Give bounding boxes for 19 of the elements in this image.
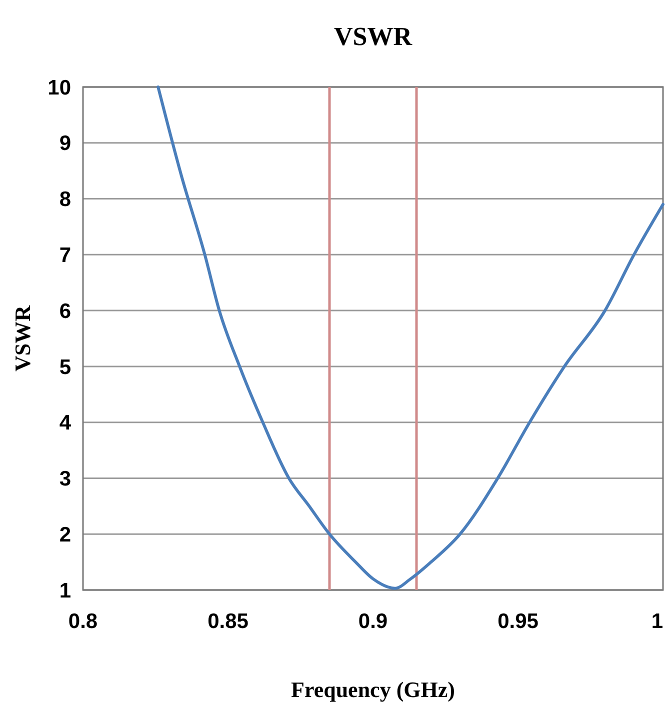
x-tick-label: 0.9: [358, 610, 388, 633]
y-tick-label: 4: [59, 412, 72, 435]
y-axis-title: VSWR: [10, 304, 35, 372]
y-tick-label: 8: [59, 188, 72, 212]
y-tick-label: 3: [59, 468, 71, 491]
y-tick-label: 10: [48, 76, 71, 100]
y-tick-label: 2: [59, 523, 71, 546]
y-tick-label: 5: [59, 356, 72, 379]
x-tick-label: 0.8: [68, 610, 98, 633]
x-tick-label: 1: [651, 610, 664, 633]
y-tick-label: 1: [59, 579, 72, 602]
x-tick-label: 0.95: [498, 610, 539, 633]
chart-title: VSWR: [334, 22, 412, 51]
line-series: [156, 86, 664, 590]
y-tick-label: 6: [59, 300, 71, 323]
x-tick-label: 0.85: [208, 610, 249, 633]
y-tick-label: 7: [59, 244, 71, 268]
y-tick-label: 9: [59, 132, 71, 156]
x-axis-title: Frequency (GHz): [291, 677, 455, 702]
